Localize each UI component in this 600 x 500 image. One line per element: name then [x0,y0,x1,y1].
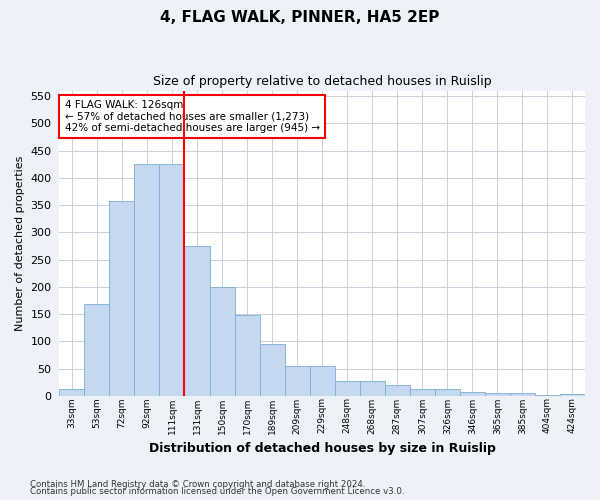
Bar [59,390,85,396]
Text: 4, FLAG WALK, PINNER, HA5 2EP: 4, FLAG WALK, PINNER, HA5 2EP [160,10,440,25]
Text: Contains HM Land Registry data © Crown copyright and database right 2024.: Contains HM Land Registry data © Crown c… [30,480,365,489]
Bar [85,304,109,396]
Bar [109,201,134,396]
Bar [560,394,585,396]
Bar [160,164,184,396]
Bar [535,395,560,396]
Bar [485,393,510,396]
Bar [184,246,209,396]
Bar [385,385,410,396]
Bar [460,392,485,396]
Title: Size of property relative to detached houses in Ruislip: Size of property relative to detached ho… [153,75,491,88]
Bar [435,390,460,396]
Bar [360,381,385,396]
Bar [284,366,310,396]
Bar [260,344,284,396]
Bar [235,315,260,396]
X-axis label: Distribution of detached houses by size in Ruislip: Distribution of detached houses by size … [149,442,496,455]
Bar [410,390,435,396]
Bar [209,287,235,396]
Bar [134,164,160,396]
Bar [335,381,360,396]
Text: Contains public sector information licensed under the Open Government Licence v3: Contains public sector information licen… [30,487,404,496]
Text: 4 FLAG WALK: 126sqm
← 57% of detached houses are smaller (1,273)
42% of semi-det: 4 FLAG WALK: 126sqm ← 57% of detached ho… [65,100,320,133]
Bar [310,366,335,396]
Y-axis label: Number of detached properties: Number of detached properties [15,156,25,331]
Bar [510,393,535,396]
